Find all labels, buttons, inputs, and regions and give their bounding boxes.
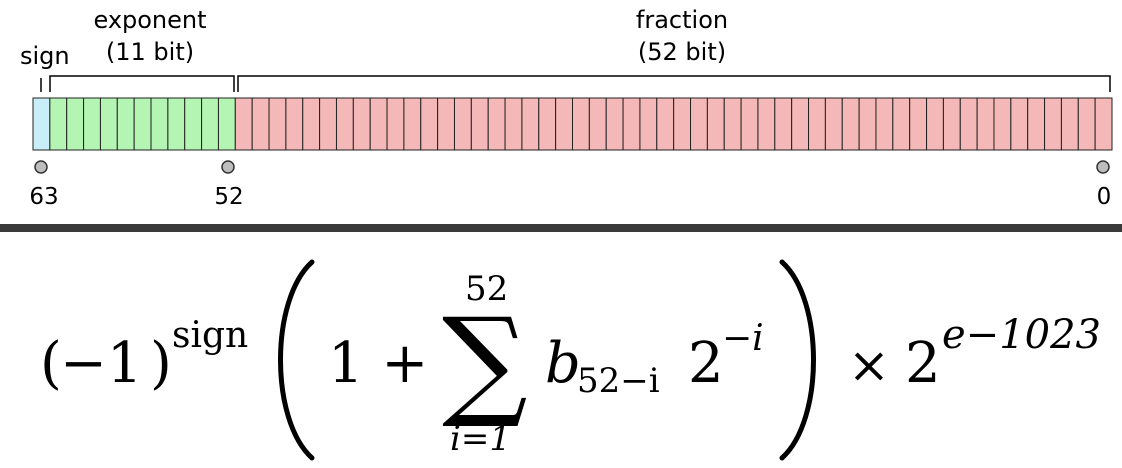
fraction-bit-cell (319, 97, 337, 151)
fraction-bit-cell (1060, 97, 1079, 151)
fraction-bit-cell (437, 97, 455, 151)
fraction-bit-cell (521, 97, 540, 151)
exponent-bit-cell (83, 97, 101, 151)
fraction-bit-cell (268, 97, 287, 151)
fraction-bit-cell (470, 97, 489, 151)
fraction-bit-cell (706, 97, 725, 151)
fraction-bit-cell (1044, 97, 1062, 151)
sign-label: sign (20, 42, 70, 70)
fraction-bit-cell (791, 97, 810, 151)
fraction-bit-cell (538, 97, 557, 151)
marker-52: 52 (214, 184, 243, 210)
fraction-bit-cell (622, 97, 641, 151)
formula-term-two-exp: −i (722, 318, 764, 359)
fraction-bit-cell (942, 97, 961, 151)
fraction-bit-cell (572, 97, 590, 151)
fraction-bit-cell (723, 97, 742, 151)
exponent-bracket (49, 75, 235, 92)
formula-times: × (848, 336, 890, 394)
exponent-bits-label: (11 bit) (106, 38, 194, 66)
exponent-bit-cell (201, 97, 219, 151)
formula-close-paren: ) (150, 331, 172, 396)
fraction-bit-cell (959, 97, 978, 151)
fraction-bit-cell (757, 97, 776, 151)
formula-sum-lower: i=1 (450, 419, 511, 459)
exponent-label: exponent (93, 6, 206, 34)
formula-open-paren: ( (40, 331, 62, 396)
formula-term-b: b (545, 331, 581, 396)
fraction-bit-cell (555, 97, 574, 151)
fraction-bit-cell (740, 97, 759, 151)
marker-dot-0 (1096, 160, 1110, 174)
fraction-bit-cell (504, 97, 523, 151)
value-formula: ( −1 ) sign 1 + 52 ∑ i=1 b 52−i 2 −i × 2… (40, 259, 1101, 461)
marker-dot-63 (34, 160, 48, 174)
fraction-bit-cell (774, 97, 793, 151)
fraction-bit-cell (976, 97, 995, 151)
fraction-bit-cell (909, 97, 928, 151)
formula-minus-one: −1 (60, 331, 143, 396)
formula-one-plus: 1 + (328, 331, 428, 396)
fraction-bit-cell (369, 97, 388, 151)
fraction-bits-label: (52 bit) (638, 38, 726, 66)
fraction-bit-cell (1027, 97, 1046, 151)
fraction-bit-cell (841, 97, 860, 151)
formula-big-close-paren (779, 259, 816, 461)
formula-base-two: 2 (905, 331, 941, 396)
fraction-bit-cell (453, 97, 472, 151)
exponent-bit-cell (66, 97, 85, 151)
formula-sum-symbol: ∑ (442, 293, 528, 432)
fraction-bit-cell (1010, 97, 1029, 151)
fraction-bracket (237, 75, 1111, 92)
fraction-bit-cell (639, 97, 658, 151)
exponent-bit-cell (49, 97, 68, 151)
fraction-bit-cell (1077, 97, 1096, 151)
bit-cells (32, 97, 1113, 151)
fraction-bit-cell (808, 97, 826, 151)
fraction-bit-cell (656, 97, 675, 151)
fraction-bit-cell (690, 97, 708, 151)
fraction-bit-cell (403, 97, 422, 151)
fraction-bit-cell (420, 97, 439, 151)
fraction-bit-cell (234, 97, 253, 151)
formula-sign-exponent: sign (172, 315, 248, 356)
fraction-bit-cell (302, 97, 321, 151)
exponent-bit-cell (184, 97, 203, 151)
exponent-bit-cell (99, 97, 118, 151)
fraction-bit-cell (993, 97, 1012, 151)
section-divider (0, 224, 1122, 232)
exponent-bit-cell (116, 97, 135, 151)
sign-bit-cell (32, 97, 51, 151)
exponent-bit-cell (150, 97, 169, 151)
fraction-bit-cell (892, 97, 911, 151)
fraction-bit-cell (386, 97, 405, 151)
fraction-bit-cell (824, 97, 843, 151)
fraction-bit-cell (858, 97, 877, 151)
formula-big-open-paren (278, 259, 315, 461)
formula-final-exp: e−1023 (942, 312, 1101, 358)
fraction-bit-cell (1094, 97, 1113, 151)
fraction-bit-cell (352, 97, 371, 151)
fraction-bit-cell (588, 97, 607, 151)
marker-0: 0 (1097, 184, 1112, 210)
marker-dot-52 (221, 160, 235, 174)
formula-term-b-sub: 52−i (577, 361, 660, 401)
marker-63: 63 (29, 184, 58, 210)
exponent-bit-cell (217, 97, 236, 151)
fraction-bit-cell (285, 97, 304, 151)
fraction-bit-cell (875, 97, 894, 151)
fraction-bit-cell (926, 97, 944, 151)
exponent-bit-cell (133, 97, 152, 151)
fraction-bit-cell (673, 97, 692, 151)
exponent-bit-cell (167, 97, 186, 151)
fraction-bit-cell (251, 97, 270, 151)
fraction-label: fraction (636, 6, 728, 34)
formula-sum-upper: 52 (465, 269, 508, 309)
fraction-bit-cell (335, 97, 354, 151)
fraction-bit-cell (487, 97, 506, 151)
fraction-bit-cell (605, 97, 624, 151)
formula-term-two: 2 (688, 331, 724, 396)
